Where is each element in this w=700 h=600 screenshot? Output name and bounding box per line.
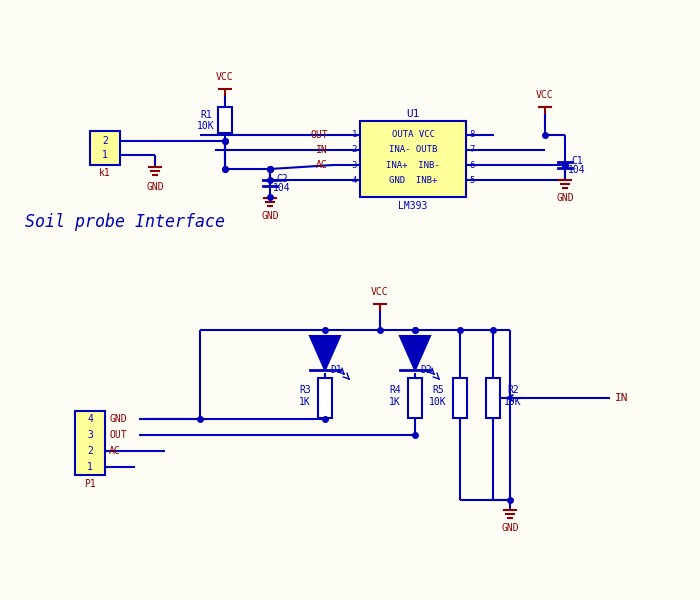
Bar — [486, 378, 500, 418]
Text: C2: C2 — [276, 174, 288, 184]
Text: U1: U1 — [406, 109, 420, 119]
Text: GND: GND — [109, 414, 127, 424]
Text: GND: GND — [146, 182, 164, 193]
Text: VCC: VCC — [536, 89, 554, 100]
Text: P1: P1 — [84, 479, 96, 489]
Text: Soil probe Interface: Soil probe Interface — [25, 213, 225, 231]
Text: R5: R5 — [432, 385, 444, 395]
Text: k1: k1 — [99, 168, 111, 178]
Bar — [318, 378, 332, 418]
Text: 1K: 1K — [299, 397, 311, 407]
Text: 7: 7 — [469, 145, 475, 154]
Bar — [75, 411, 105, 475]
Text: 6: 6 — [469, 161, 475, 170]
Text: 4: 4 — [351, 176, 357, 185]
Text: INA+  INB-: INA+ INB- — [386, 161, 440, 170]
Text: C1: C1 — [571, 156, 583, 166]
Text: GND: GND — [556, 193, 574, 203]
Text: 1K: 1K — [389, 397, 401, 407]
Text: VCC: VCC — [216, 72, 234, 82]
Bar — [90, 131, 120, 165]
Text: R4: R4 — [389, 385, 401, 395]
Text: 2: 2 — [351, 145, 357, 154]
Text: R2: R2 — [507, 385, 519, 395]
Text: 5: 5 — [469, 176, 475, 185]
Text: R3: R3 — [299, 385, 311, 395]
Text: OUT: OUT — [109, 430, 127, 440]
Text: 10K: 10K — [197, 121, 215, 131]
Text: 4: 4 — [87, 414, 93, 424]
Text: D2: D2 — [420, 365, 432, 375]
Text: 1: 1 — [87, 462, 93, 472]
Text: LM393: LM393 — [398, 201, 428, 211]
Text: 104: 104 — [273, 183, 290, 193]
Text: 3: 3 — [87, 430, 93, 440]
Text: INA- OUTB: INA- OUTB — [389, 145, 438, 154]
Text: 8: 8 — [469, 130, 475, 139]
Text: IN: IN — [316, 145, 328, 155]
Polygon shape — [400, 336, 430, 370]
Text: 3: 3 — [351, 161, 357, 170]
Bar — [408, 378, 422, 418]
Text: 10K: 10K — [429, 397, 447, 407]
Text: OUTA VCC: OUTA VCC — [391, 130, 435, 139]
Text: AC: AC — [109, 446, 120, 456]
Text: 1: 1 — [351, 130, 357, 139]
Text: VCC: VCC — [371, 287, 388, 297]
Text: D1: D1 — [330, 365, 342, 375]
Bar — [360, 121, 466, 197]
Bar — [453, 378, 467, 418]
Text: 2: 2 — [102, 136, 108, 146]
Text: AC: AC — [316, 160, 328, 170]
Text: GND: GND — [261, 211, 279, 221]
Text: OUT: OUT — [310, 130, 328, 140]
Text: GND  INB+: GND INB+ — [389, 176, 438, 185]
Polygon shape — [310, 336, 340, 370]
Text: 1: 1 — [102, 151, 108, 160]
Text: R1: R1 — [200, 110, 212, 120]
Text: 104: 104 — [568, 165, 586, 175]
Bar — [218, 107, 232, 133]
Text: 2: 2 — [87, 446, 93, 456]
Text: 10K: 10K — [504, 397, 522, 407]
Text: GND: GND — [501, 523, 519, 533]
Text: IN: IN — [615, 393, 629, 403]
